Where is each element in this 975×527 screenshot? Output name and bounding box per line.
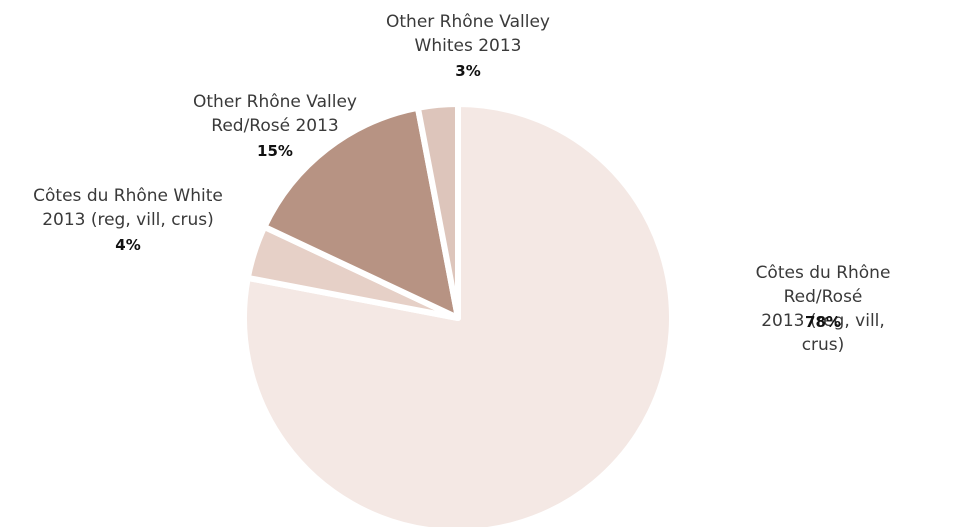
slice-label: Other Rhône Valley Red/Rosé 2013 — [193, 92, 357, 136]
value-label: 3% — [455, 62, 481, 80]
pie-slice — [261, 104, 461, 321]
slice-label: Other Rhône Valley Whites 2013 — [386, 12, 550, 56]
slice-label: Côtes du Rhône White 2013 (reg, vill, cr… — [33, 186, 223, 230]
slice-label: Côtes du Rhône Red/Rosé 2013 (reg, vill,… — [755, 263, 891, 355]
value-label: 78% — [805, 313, 841, 331]
pie-slice — [414, 101, 461, 321]
value-label: 15% — [257, 142, 293, 160]
value-label: 4% — [115, 236, 141, 254]
